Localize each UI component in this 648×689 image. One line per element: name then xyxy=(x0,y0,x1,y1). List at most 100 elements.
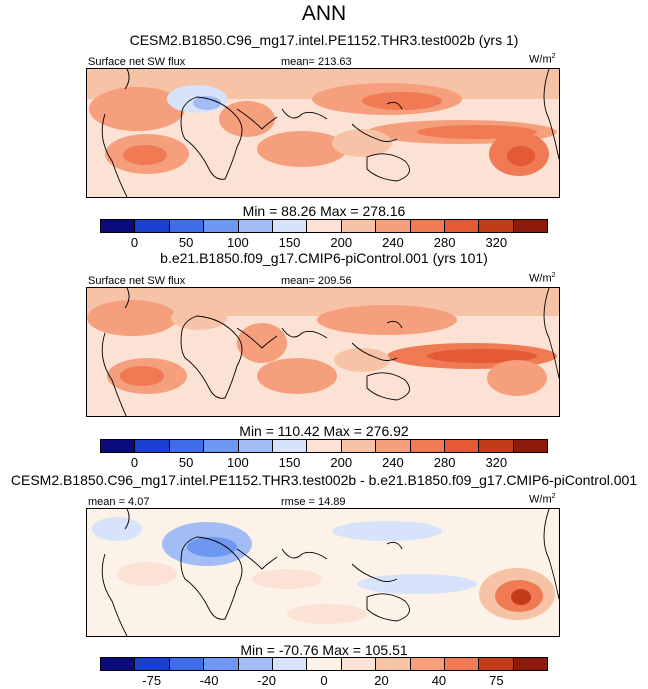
colorbar-2-swatch xyxy=(204,440,239,452)
colorbar-3-tick-label: 40 xyxy=(431,673,447,688)
p1-sahara-core xyxy=(193,96,221,110)
colorbar-3-swatch xyxy=(444,658,480,670)
p3-pacific-north-negative xyxy=(332,521,442,541)
p1-atlantic-north-high xyxy=(89,87,185,131)
panel-3-title: CESM2.B1850.C96_mg17.intel.PE1152.THR3.t… xyxy=(10,472,638,488)
panel-1-title: CESM2.B1850.C96_mg17.intel.PE1152.THR3.t… xyxy=(129,32,519,48)
colorbar-2-swatch xyxy=(513,440,548,452)
p3-indian-positive xyxy=(252,569,322,589)
colorbar-2-swatch xyxy=(238,440,273,452)
colorbar-3-swatch xyxy=(238,658,273,670)
main-title: ANN xyxy=(301,2,347,25)
p2-indian-ocean-high xyxy=(257,358,337,394)
colorbar-3-tick-label: 20 xyxy=(374,673,389,688)
colorbar-2-tick-label: 150 xyxy=(278,455,301,470)
p3-southern-positive xyxy=(287,604,367,624)
p3-atlantic-positive xyxy=(117,562,177,586)
panel-1-minmax: Min = 88.26 Max = 278.16 xyxy=(242,203,406,219)
colorbar-2-swatch xyxy=(479,440,514,452)
panel-2-map xyxy=(86,287,560,417)
colorbar-3-swatch xyxy=(169,658,205,670)
colorbar-3-tick-label: 75 xyxy=(489,673,504,688)
colorbar-2-tick-label: 0 xyxy=(130,455,139,470)
colorbar-1-swatch xyxy=(513,220,548,232)
p1-indian-ocean-high xyxy=(257,131,347,167)
colorbar-3-swatch xyxy=(272,658,308,670)
colorbar-1-tick-label: 50 xyxy=(178,235,194,250)
p2-atlantic-north-high xyxy=(87,300,177,336)
panel-1-colorbar xyxy=(100,219,548,233)
colorbar-3-tick-label: -20 xyxy=(257,673,276,688)
colorbar-1-swatch xyxy=(341,220,377,232)
colorbar-1-swatch xyxy=(204,220,239,232)
colorbar-1-swatch xyxy=(307,220,342,232)
colorbar-1-tick-label: 100 xyxy=(226,235,249,250)
colorbar-1-tick-label: 280 xyxy=(433,235,456,250)
colorbar-3-swatch xyxy=(307,658,342,670)
colorbar-2-swatch xyxy=(376,440,411,452)
p3-se-pacific-positive-core xyxy=(511,589,531,605)
colorbar-3-swatch xyxy=(204,658,239,670)
p1-pacific-north-core xyxy=(362,92,442,110)
p2-arabia-high xyxy=(237,323,287,363)
colorbar-2-swatch xyxy=(307,440,342,452)
p2-south-atlantic-core xyxy=(120,366,164,386)
panel-2-units: W/m2 xyxy=(529,272,556,285)
panel-1-mean-label: mean= 213.63 xyxy=(281,56,352,68)
colorbar-2-tick-label: 280 xyxy=(433,455,456,470)
panel-2-variable-label: Surface net SW flux xyxy=(88,275,186,287)
colorbar-1-swatch xyxy=(444,220,480,232)
colorbar-1-tick-label: 240 xyxy=(382,235,404,250)
colorbar-3-tick-label: -75 xyxy=(142,673,162,688)
colorbar-2-swatch xyxy=(410,440,445,452)
p2-sahara-region xyxy=(171,306,227,330)
colorbar-2-tick-label: 240 xyxy=(382,455,404,470)
p3-sahara-negative-core xyxy=(187,537,237,557)
colorbar-1-swatch xyxy=(101,220,136,232)
colorbar-2-tick-label: 200 xyxy=(330,455,353,470)
panel-3-map xyxy=(86,508,560,637)
colorbar-1-tick-label: 150 xyxy=(278,235,301,250)
p3-atlantic-north-negative xyxy=(92,517,142,541)
colorbar-2-swatch xyxy=(341,440,377,452)
panel-2-colorbar xyxy=(100,439,548,453)
colorbar-1-swatch xyxy=(410,220,445,232)
p2-pacific-equatorial-core xyxy=(427,349,537,363)
panel-1-variable-label: Surface net SW flux xyxy=(88,56,186,68)
colorbar-2-swatch xyxy=(169,440,205,452)
colorbar-3-swatch xyxy=(376,658,411,670)
colorbar-2-tick-label: 100 xyxy=(226,455,249,470)
colorbar-3-swatch xyxy=(341,658,377,670)
colorbar-2-tick-label: 50 xyxy=(178,455,194,470)
panel-2-minmax: Min = 110.42 Max = 276.92 xyxy=(239,423,409,439)
colorbar-2-swatch xyxy=(101,440,136,452)
panel-3-mean-label: mean = 4.07 xyxy=(88,496,150,508)
colorbar-3-swatch xyxy=(135,658,170,670)
panel-3-units: W/m2 xyxy=(529,493,556,506)
p1-maritime-continent xyxy=(332,129,392,157)
p1-arabia-high xyxy=(219,101,275,137)
colorbar-1-swatch xyxy=(238,220,273,232)
colorbar-1-tick-label: 0 xyxy=(130,235,139,250)
colorbar-3-tick-label: -40 xyxy=(199,673,219,688)
p3-pacific-equatorial-negative xyxy=(357,574,477,594)
colorbar-3-swatch xyxy=(479,658,514,670)
colorbar-1-swatch xyxy=(135,220,170,232)
panel-3-rmse-label: rmse = 14.89 xyxy=(281,496,346,508)
colorbar-3-tick-label: 0 xyxy=(320,673,328,688)
colorbar-1-swatch xyxy=(169,220,205,232)
p2-se-pacific-high xyxy=(487,360,547,396)
colorbar-3-swatch xyxy=(410,658,445,670)
colorbar-1-swatch xyxy=(272,220,308,232)
colorbar-2-swatch xyxy=(135,440,170,452)
colorbar-1-tick-label: 200 xyxy=(330,235,353,250)
colorbar-3-swatch xyxy=(513,658,548,670)
panel-1-map xyxy=(86,68,560,198)
colorbar-1-swatch xyxy=(376,220,411,232)
colorbar-3-swatch xyxy=(101,658,136,670)
colorbar-2-swatch xyxy=(272,440,308,452)
p2-pacific-north-band xyxy=(317,305,457,335)
p1-se-pacific-core xyxy=(507,146,535,166)
panel-3-minmax: Min = -70.76 Max = 105.51 xyxy=(240,642,408,658)
colorbar-1-swatch xyxy=(479,220,514,232)
